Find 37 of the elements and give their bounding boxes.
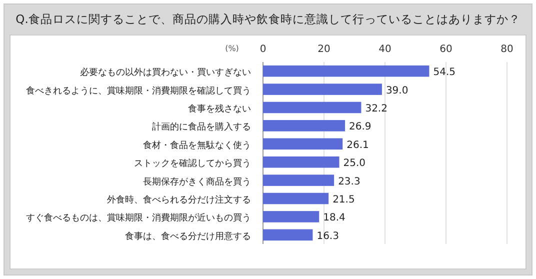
bar [263, 120, 346, 132]
y-tick-label: 食材・食品を無駄なく使う [143, 140, 251, 151]
data-label: 26.1 [346, 140, 369, 151]
x-tick-label: 60 [440, 44, 452, 55]
y-tick-label: 外食時、食べられる分だけ注文する [107, 194, 251, 206]
chart-title: Q.食品ロスに関することで、商品の購入時や飲食時に意識して行っていることはありますか？ [16, 12, 520, 26]
y-tick-label: 計画的に食品を購入する [152, 122, 251, 133]
y-tick-label: 食事は、食べる分だけ用意する [125, 230, 251, 242]
bar [263, 192, 329, 204]
y-tick-label: 食べきれるように、賞味期限・消費期限を確認して買う [26, 85, 251, 96]
bar [263, 156, 340, 168]
data-label: 25.0 [343, 158, 366, 170]
bar [263, 65, 430, 77]
bar [263, 211, 320, 222]
data-label: 39.0 [386, 85, 408, 96]
data-label: 54.5 [433, 67, 456, 78]
data-label: 21.5 [332, 194, 355, 206]
data-label: 23.3 [338, 176, 360, 188]
bar [263, 84, 382, 95]
bar [263, 174, 334, 186]
x-tick-label: 80 [500, 44, 514, 55]
x-tick-label: 40 [378, 44, 392, 55]
x-tick-label: 20 [318, 44, 330, 55]
bar [263, 102, 362, 114]
y-tick-label: 食事を残さない [188, 104, 251, 114]
x-tick-label: 0 [260, 44, 266, 55]
y-tick-label: ストックを確認してから買う [134, 158, 251, 170]
y-tick-label: 長期保存がきく商品を買う [143, 176, 251, 188]
y-tick-label: すぐ食べるものは、賞味期限・消費期限が近いもの買う [26, 212, 251, 224]
y-tick-label: 必要なもの以外は買わない・買いすぎない [80, 67, 251, 78]
data-label: 26.9 [349, 122, 372, 133]
x-axis-title: (%) [225, 44, 239, 53]
bar [263, 229, 313, 241]
data-label: 18.4 [323, 212, 346, 224]
data-label: 32.2 [365, 104, 388, 114]
data-label: 16.3 [316, 230, 339, 242]
bar [263, 138, 343, 150]
